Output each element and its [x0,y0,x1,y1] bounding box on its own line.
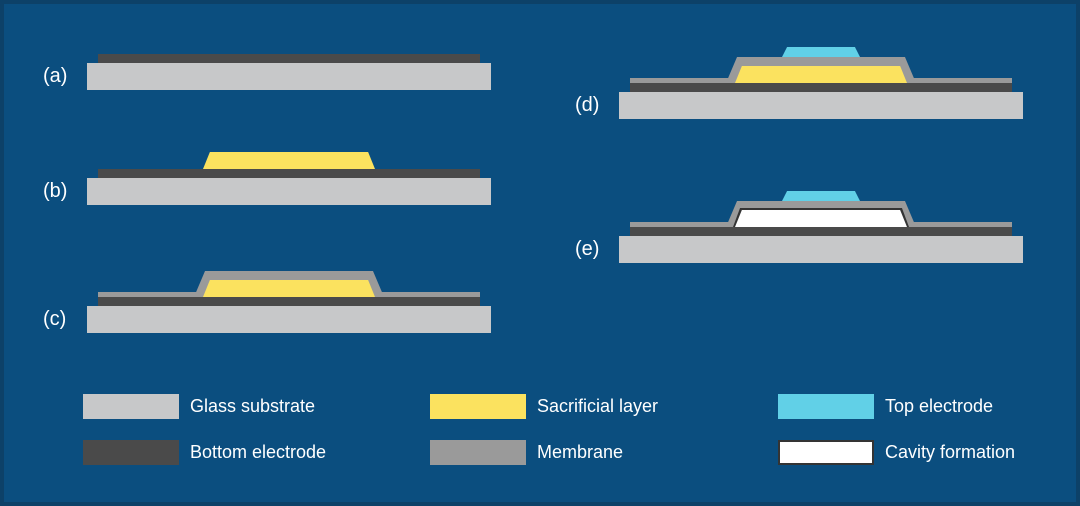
legend-item-top-electrode: Top electrode [778,394,993,419]
legend-swatch-membrane [430,440,526,465]
glass-substrate-layer [619,236,1023,263]
sacrificial-layer [203,152,375,169]
legend-label-top-electrode: Top electrode [885,396,994,416]
bottom-electrode-layer [98,54,480,63]
bottom-electrode-layer [98,169,480,178]
legend-item-glass-substrate: Glass substrate [83,394,315,419]
step-b-label: (b) [43,180,68,202]
legend-swatch-bottom-electrode [83,440,179,465]
glass-substrate-layer [87,63,491,90]
top-electrode-layer [782,191,860,201]
legend-label-sacrificial-layer: Sacrificial layer [537,396,659,416]
bottom-electrode-layer [98,297,480,306]
glass-substrate-layer [619,92,1023,119]
legend-label-cavity-formation: Cavity formation [885,442,1016,462]
cavity-layer [735,210,907,227]
step-b-diagram: (b) [43,133,491,205]
legend-swatch-sacrificial-layer [430,394,526,419]
legend-label-glass-substrate: Glass substrate [190,396,316,416]
step-a-diagram: (a) [43,18,491,90]
sacrificial-layer [735,66,907,83]
legend-swatch-glass-substrate [83,394,179,419]
legend-label-membrane: Membrane [537,442,624,462]
top-electrode-layer [782,47,860,57]
step-c-diagram: (c) [43,261,491,333]
step-e-diagram: (e) [575,191,1023,263]
legend-swatch-cavity-formation [778,440,874,465]
step-d-diagram: (d) [575,47,1023,119]
step-a-label: (a) [43,65,68,87]
glass-substrate-layer [87,306,491,333]
bottom-electrode-layer [630,227,1012,236]
sacrificial-layer [203,280,375,297]
legend-item-sacrificial-layer: Sacrificial layer [430,394,658,419]
legend-item-cavity-formation: Cavity formation [778,440,1015,465]
glass-substrate-layer [87,178,491,205]
legend-item-membrane: Membrane [430,440,623,465]
legend-label-bottom-electrode: Bottom electrode [190,442,327,462]
bottom-electrode-layer [630,83,1012,92]
step-d-label: (d) [575,94,600,116]
step-c-label: (c) [43,308,67,330]
step-e-label: (e) [575,238,600,260]
legend-swatch-top-electrode [778,394,874,419]
legend-item-bottom-electrode: Bottom electrode [83,440,326,465]
